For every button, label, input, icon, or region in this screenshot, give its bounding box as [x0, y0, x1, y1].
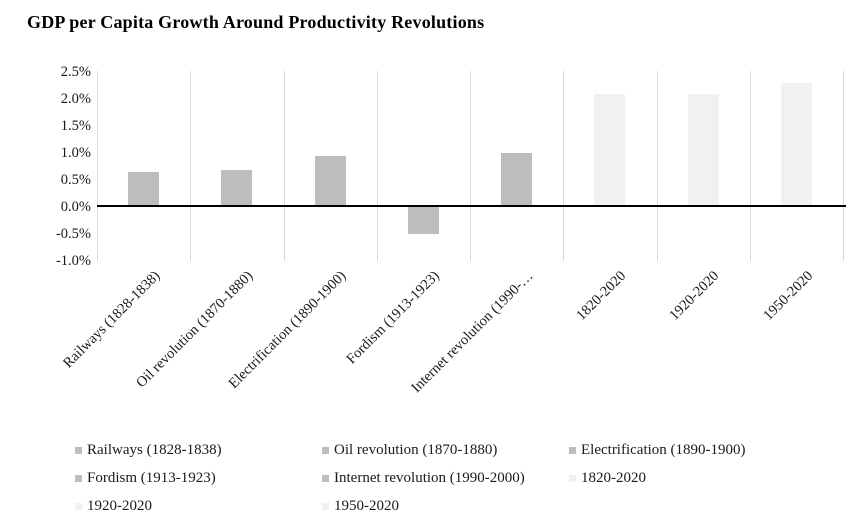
bar-7 [687, 94, 719, 206]
legend-label: 1820-2020 [581, 469, 646, 486]
bar-4 [407, 207, 439, 234]
bar-6 [594, 94, 626, 206]
x-axis-tick-label: Railways (1828-1838) [59, 268, 163, 372]
legend-swatch-icon [75, 446, 82, 454]
bar-1 [128, 171, 160, 206]
x-axis-tick-label: 1820-2020 [573, 268, 630, 324]
legend-label: 1920-2020 [87, 497, 152, 514]
legend-label: 1950-2020 [334, 497, 399, 514]
x-axis-zero-line [97, 205, 846, 207]
legend-swatch-icon [322, 474, 329, 482]
legend-item: 1950-2020 [322, 492, 569, 520]
legend-label: Fordism (1913-1923) [87, 469, 216, 486]
legend-swatch-icon [75, 474, 82, 482]
y-axis-tick-label: 0.5% [60, 172, 91, 188]
y-axis-tick-label: 1.5% [60, 118, 91, 134]
gridline-vertical [656, 71, 658, 261]
legend-item: Fordism (1913-1923) [75, 464, 322, 492]
legend-label: Oil revolution (1870-1880) [334, 441, 498, 458]
y-axis-tick-label: 1.0% [60, 145, 91, 161]
gridline-vertical [470, 71, 471, 261]
legend-swatch-icon [322, 446, 329, 454]
gridline-vertical [190, 71, 192, 261]
gridline-vertical [283, 71, 285, 261]
legend-item: Railways (1828-1838) [75, 436, 322, 464]
legend-item: 1920-2020 [75, 492, 322, 520]
bar-5 [501, 153, 533, 206]
legend-label: Railways (1828-1838) [87, 441, 222, 458]
legend-swatch-icon [569, 446, 576, 454]
gridline-vertical [97, 71, 98, 261]
x-axis-tick-label: Fordism (1913-1923) [343, 268, 443, 368]
y-axis-tick-label: 2.0% [60, 91, 91, 107]
y-axis-tick-label: -1.0% [55, 253, 91, 269]
y-axis-tick-label: 0.0% [60, 199, 91, 215]
legend-item: Electrification (1890-1900) [569, 436, 816, 464]
legend: Railways (1828-1838) Oil revolution (1870… [75, 436, 816, 520]
bar-8 [780, 82, 812, 206]
bar-3 [314, 155, 346, 206]
gridline-vertical [376, 71, 378, 261]
x-axis-tick-label: 1920-2020 [666, 268, 723, 324]
legend-swatch-icon [569, 474, 576, 482]
gridline-vertical [843, 71, 844, 261]
legend-label: Internet revolution (1990-2000) [334, 469, 525, 486]
x-axis-tick-label: 1950-2020 [759, 268, 816, 324]
legend-item: 1820-2020 [569, 464, 816, 492]
gridline-vertical [749, 71, 751, 261]
gridline-vertical [563, 71, 565, 261]
legend-item: Internet revolution (1990-2000) [322, 464, 569, 492]
bar-2 [221, 169, 253, 206]
legend-swatch-icon [322, 502, 329, 510]
legend-item: Oil revolution (1870-1880) [322, 436, 569, 464]
chart-title: GDP per Capita Growth Around Productivit… [27, 12, 485, 32]
y-axis-tick-label: -0.5% [55, 226, 91, 242]
y-axis-tick-label: 2.5% [60, 64, 91, 80]
legend-label: Electrification (1890-1900) [581, 441, 746, 458]
legend-swatch-icon [75, 502, 82, 510]
